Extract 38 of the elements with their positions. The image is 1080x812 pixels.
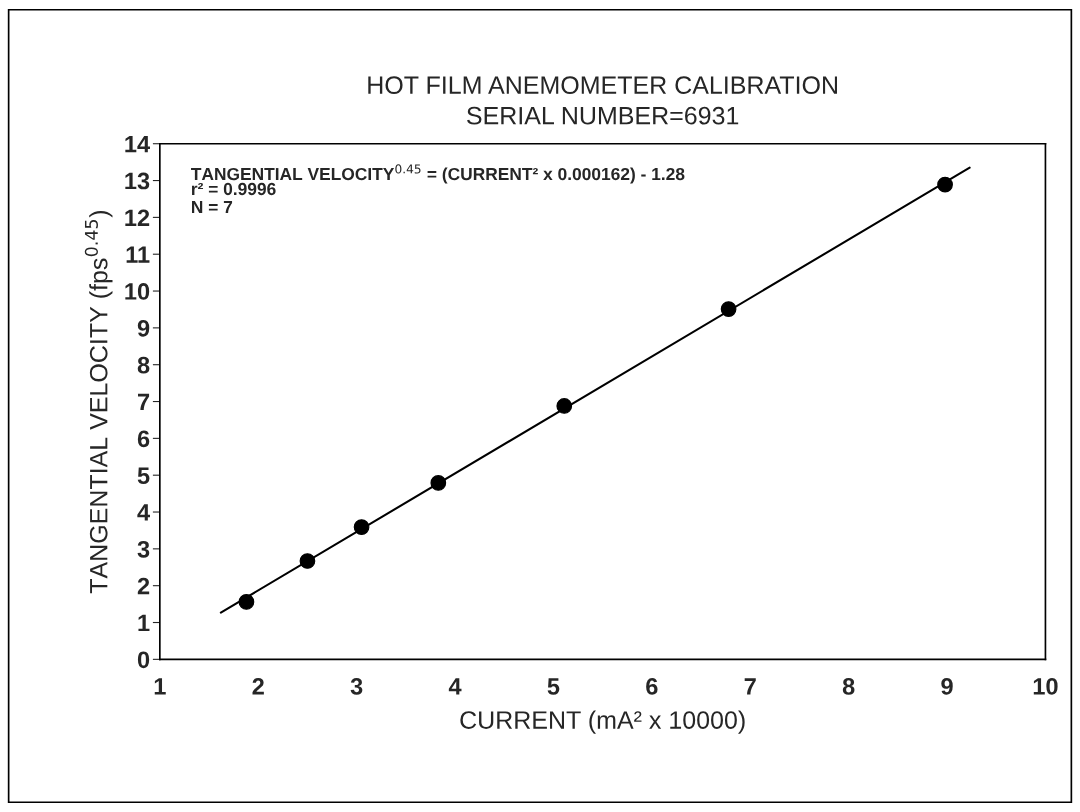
x-tick-label: 1	[154, 678, 166, 695]
y-axis-title: TANGENTIAL VELOCITY (fps$^{0.45}$)	[84, 210, 113, 594]
x-tick-label: 2	[252, 678, 264, 695]
y-tick-label: 13	[125, 172, 150, 190]
y-tick-label: 7	[138, 393, 150, 411]
x-tick-label: 10	[1033, 678, 1058, 695]
x-tick-label: 8	[842, 678, 855, 695]
y-tick-label: 5	[137, 467, 150, 484]
y-tick-label: 14	[125, 136, 150, 153]
point	[238, 594, 255, 610]
x-tick-label: 9	[941, 678, 953, 695]
point	[299, 553, 316, 569]
point	[720, 301, 737, 317]
x-tick-label: 5	[547, 678, 560, 695]
y-tick-label: 8	[137, 356, 150, 374]
y-tick-label: 3	[137, 540, 150, 558]
annotation: TANGENTIAL VELOCITY$^{0.45}$ = (CURRENT² x 0.000162) - 1.28	[191, 164, 685, 184]
x-tick-label: 7	[744, 678, 756, 695]
y-tick-label: 12	[125, 209, 150, 226]
y-tick-label: 1	[138, 614, 150, 632]
y-tick-label: 11	[126, 246, 150, 263]
point	[353, 519, 370, 535]
y-tick-label: 4	[137, 504, 150, 521]
x-tick-label: 6	[646, 678, 658, 695]
chart-title: HOT FILM ANEMOMETER CALIBRATION SERIAL NUMBER=6931	[368, 76, 837, 125]
y-tick-label: 0	[137, 651, 150, 669]
point	[430, 475, 447, 491]
y-tick-label: 2	[137, 577, 150, 595]
y-tick-label: 10	[125, 283, 150, 300]
x-axis-title: CURRENT (mA² x 10000)	[460, 710, 745, 734]
annotation: N = 7	[192, 201, 233, 214]
x-tick-label: 4	[448, 678, 462, 695]
point	[556, 398, 573, 414]
y-tick-label: 9	[137, 319, 150, 337]
point	[937, 176, 953, 193]
x-tick-label: 3	[350, 678, 363, 695]
annotation: r² = 0.9996	[191, 182, 276, 196]
y-tick-label: 6	[137, 430, 150, 448]
